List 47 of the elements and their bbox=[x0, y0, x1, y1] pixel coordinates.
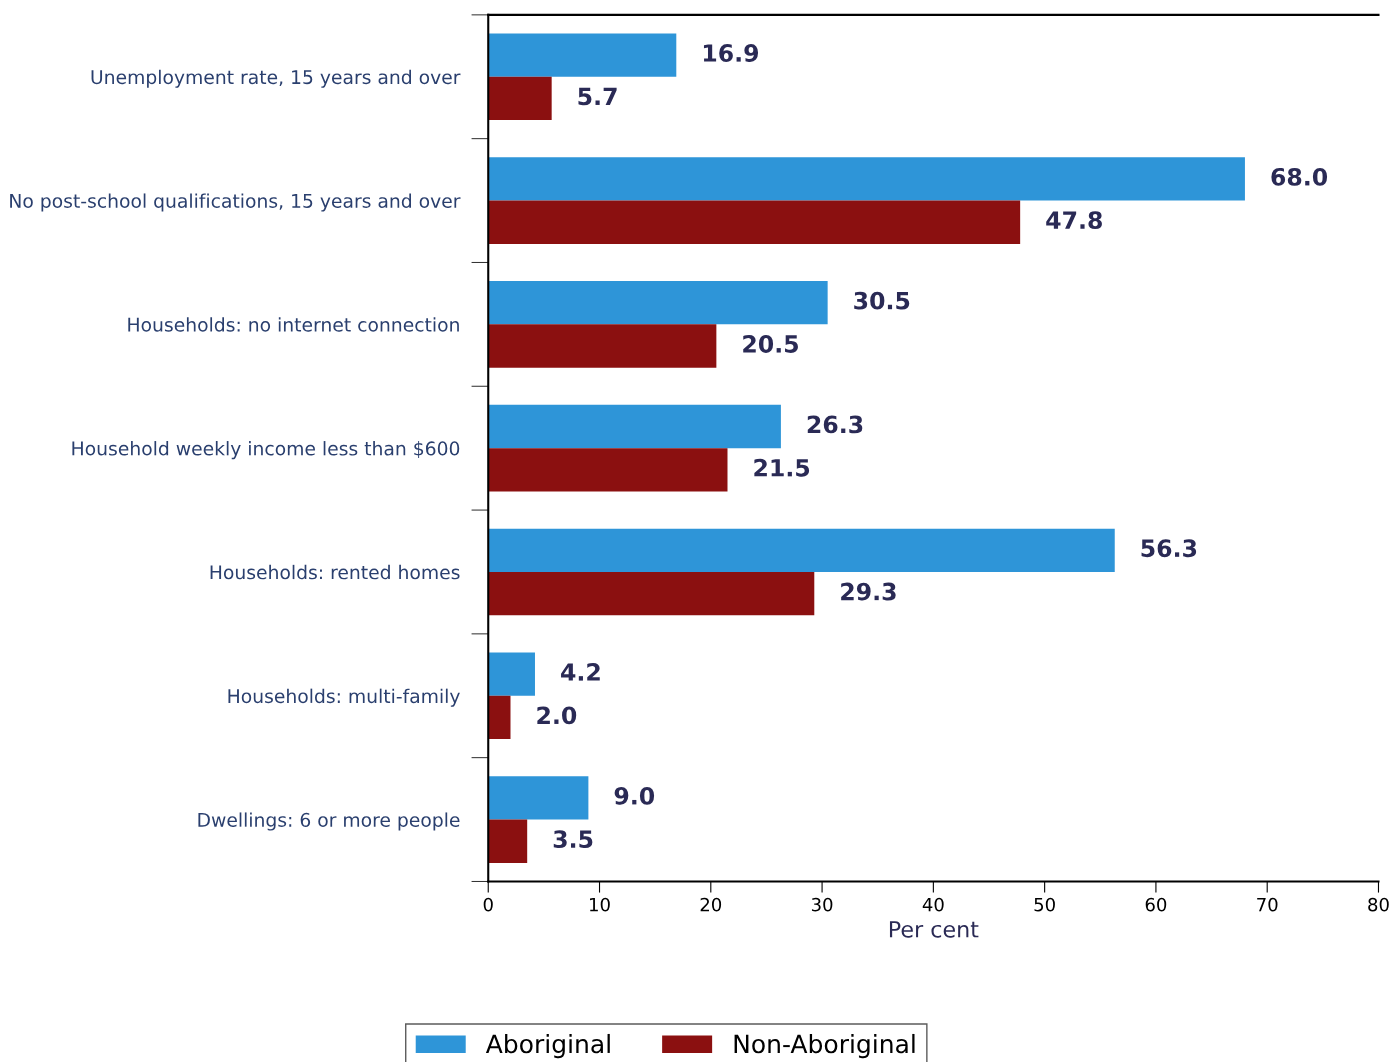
x-tick-label: 60 bbox=[1145, 897, 1167, 912]
y-tick-label: Households: multi-family bbox=[228, 688, 460, 707]
bar bbox=[488, 324, 717, 368]
data-label: 20.5 bbox=[743, 335, 798, 353]
y-tick-label: Household weekly income less than $600 bbox=[72, 441, 460, 460]
bar bbox=[488, 448, 728, 492]
data-label: 9.0 bbox=[614, 786, 655, 805]
bar bbox=[488, 695, 511, 740]
x-tick-label: 50 bbox=[1034, 897, 1055, 912]
x-tick-label: 0 bbox=[483, 897, 493, 912]
y-tick-label: Households: rented homes bbox=[210, 564, 460, 580]
x-tick-label: 30 bbox=[811, 897, 833, 912]
bar bbox=[488, 404, 781, 449]
bar bbox=[488, 776, 589, 820]
x-tick-label: 10 bbox=[590, 897, 610, 912]
x-tick-label: 80 bbox=[1368, 897, 1389, 912]
data-label: 29.3 bbox=[841, 582, 896, 601]
data-label: 30.5 bbox=[854, 291, 910, 310]
data-label: 68.0 bbox=[1271, 167, 1328, 186]
bar bbox=[488, 76, 552, 121]
data-label: 16.9 bbox=[703, 44, 759, 62]
x-tick-label: 20 bbox=[700, 897, 722, 912]
y-tick-label: Dwellings: 6 or more people bbox=[198, 812, 460, 831]
x-tick-label: 70 bbox=[1257, 897, 1278, 912]
data-label: 47.8 bbox=[1046, 211, 1102, 230]
bar bbox=[488, 281, 828, 325]
data-label: 2.0 bbox=[537, 706, 577, 725]
legend-label: Non-Aboriginal bbox=[734, 1033, 915, 1059]
bar bbox=[488, 200, 1021, 244]
bar bbox=[488, 571, 815, 616]
bar bbox=[488, 652, 535, 696]
x-tick-label: 40 bbox=[922, 897, 944, 912]
bar bbox=[488, 819, 528, 863]
data-label: 3.5 bbox=[553, 830, 593, 849]
y-tick-label: No post-school qualifications, 15 years and over bbox=[10, 193, 461, 212]
x-axis-title: Per cent bbox=[889, 921, 979, 938]
bar bbox=[488, 33, 677, 77]
y-tick-label: Households: no internet connection bbox=[128, 317, 459, 332]
bar bbox=[488, 157, 1245, 201]
bar bbox=[488, 528, 1115, 572]
data-label: 56.3 bbox=[1141, 539, 1197, 558]
data-label: 4.2 bbox=[561, 663, 600, 681]
legend-label: Aboriginal bbox=[485, 1033, 610, 1059]
data-label: 5.7 bbox=[578, 87, 617, 106]
data-label: 21.5 bbox=[754, 458, 810, 477]
y-tick-label: Unemployment rate, 15 years and over bbox=[91, 69, 461, 88]
data-label: 26.3 bbox=[807, 415, 863, 434]
